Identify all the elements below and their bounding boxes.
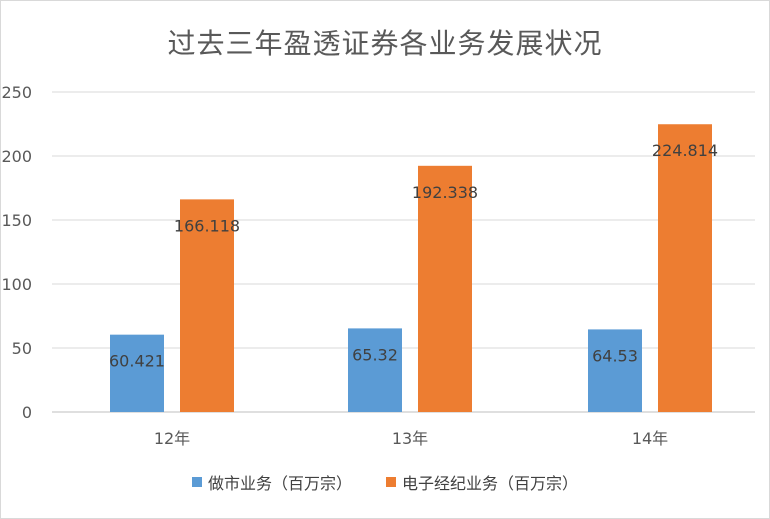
legend-label-brokerage: 电子经纪业务（百万宗）	[402, 474, 579, 493]
legend-swatch-market-making	[191, 477, 202, 487]
y-tick-label: 100	[1, 275, 32, 294]
y-tick-label: 150	[1, 211, 32, 230]
y-tick-label: 200	[1, 147, 32, 166]
bar-market-making-0	[110, 334, 164, 412]
y-tick-label: 0	[22, 403, 32, 422]
bar-brokerage-2	[658, 124, 712, 412]
legend-swatch-brokerage	[386, 477, 396, 487]
x-axis-ticks: 12年 13年 14年	[154, 429, 668, 448]
data-labels: 60.421 166.118 65.32 192.338 64.53 224.814	[109, 141, 718, 370]
x-tick-label: 12年	[154, 429, 190, 448]
data-label: 60.421	[109, 352, 165, 371]
data-label: 166.118	[174, 216, 240, 235]
y-axis-ticks: 0 50 100 150 200 250	[1, 83, 32, 422]
legend-item-brokerage: 电子经纪业务（百万宗）	[386, 470, 578, 494]
bar-market-making-2	[588, 329, 642, 412]
data-label: 65.32	[352, 345, 398, 364]
grid-lines	[52, 91, 755, 413]
legend: 做市业务（百万宗） 电子经纪业务（百万宗）	[0, 470, 770, 494]
legend-label-market-making: 做市业务（百万宗）	[207, 474, 352, 493]
data-label: 224.814	[652, 141, 718, 160]
x-tick-label: 14年	[632, 429, 668, 448]
y-tick-label: 250	[1, 83, 32, 102]
x-tick-label: 13年	[392, 429, 428, 448]
y-tick-label: 50	[12, 339, 32, 358]
data-label: 64.53	[592, 346, 638, 365]
data-label: 192.338	[412, 183, 478, 202]
legend-item-market-making: 做市业务（百万宗）	[191, 470, 352, 494]
bar-market-making-1	[348, 328, 402, 412]
chart-title: 过去三年盈透证券各业务发展状况	[167, 27, 603, 60]
bar-marks	[110, 124, 712, 412]
bar-brokerage-1	[418, 165, 472, 412]
bar-brokerage-0	[180, 199, 234, 412]
